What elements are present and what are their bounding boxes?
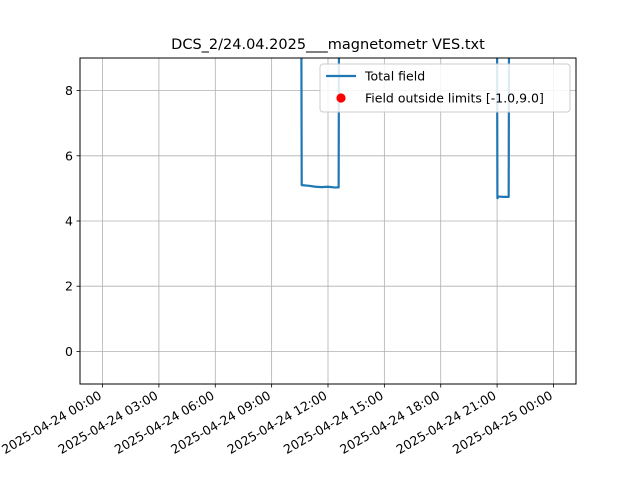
series-layer bbox=[300, 58, 511, 200]
series-line-total-field bbox=[300, 58, 341, 189]
y-tick-label: 8 bbox=[65, 83, 73, 98]
grid bbox=[80, 58, 576, 384]
legend-label-outside-limits: Field outside limits [-1.0,9.0] bbox=[365, 91, 544, 106]
series-line-total-field bbox=[496, 58, 511, 200]
y-tick-label: 2 bbox=[65, 279, 73, 294]
chart-title: DCS_2/24.04.2025___magnetometr VES.txt bbox=[171, 37, 485, 53]
legend-label-total-field: Total field bbox=[364, 69, 425, 84]
y-tick-label: 0 bbox=[65, 344, 73, 359]
y-tick-label: 4 bbox=[65, 214, 73, 229]
legend-marker-outside-limits bbox=[336, 93, 346, 103]
y-tick-label: 6 bbox=[65, 148, 73, 163]
legend: Total field Field outside limits [-1.0,9… bbox=[319, 63, 571, 113]
legend-box bbox=[319, 63, 571, 113]
